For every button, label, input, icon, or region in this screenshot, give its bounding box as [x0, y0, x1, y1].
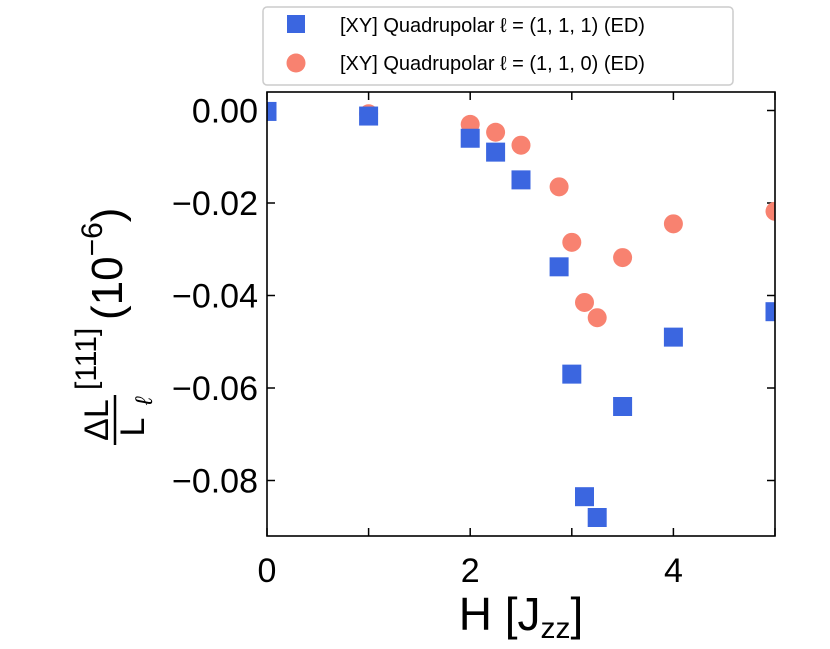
data-point-circle: [562, 232, 582, 252]
data-point-circle: [511, 135, 531, 155]
y-tick-label: −0.08: [172, 463, 258, 501]
y-label-scale: (10−6): [76, 208, 132, 320]
y-tick-label: −0.06: [172, 370, 258, 408]
plot-frame: [266, 91, 776, 537]
legend-frame: [262, 6, 734, 86]
data-point-square: [575, 487, 594, 507]
x-axis-label-close: ]: [571, 588, 584, 640]
data-point-square: [587, 508, 607, 527]
data-point-square: [549, 257, 569, 277]
y-axis-label: ΔL L ℓ [111] (10−6): [70, 208, 158, 445]
data-point-circle: [486, 122, 506, 142]
legend-marker-circle: [286, 53, 306, 73]
data-point-circle: [663, 214, 683, 234]
series-quadrupolar-110: [359, 104, 775, 328]
legend-label-110: [XY] Quadrupolar ℓ = (1, 1, 0) (ED): [340, 53, 645, 75]
y-label-superscript: [111]: [70, 328, 103, 390]
data-point-square: [663, 327, 683, 347]
y-label-denominator: L: [114, 418, 152, 437]
data-point-square: [359, 106, 379, 126]
data-point-circle: [549, 177, 569, 197]
x-axis-label: H [Jzz]: [459, 588, 584, 645]
y-tick-label: 0.00: [192, 93, 258, 131]
data-point-square: [486, 142, 506, 162]
x-axis-label-main: H [J: [459, 588, 541, 640]
markers-clipped: [267, 101, 775, 527]
series-quadrupolar-111: [267, 101, 775, 527]
x-tick-label: 0: [258, 552, 277, 590]
legend-marker-square: [287, 15, 305, 33]
y-label-subscript: ℓ: [131, 396, 158, 406]
data-point-square: [613, 397, 633, 416]
x-tick-label: 2: [461, 552, 480, 590]
x-axis: 0 2 4: [258, 92, 776, 590]
x-tick-label: 4: [664, 552, 683, 590]
y-axis: 0.00 −0.02 −0.04 −0.06 −0.08: [172, 93, 775, 501]
y-label-scale-close: ): [83, 208, 132, 223]
x-axis-label-sub: zz: [541, 612, 571, 645]
data-point-circle: [575, 292, 594, 312]
data-point-circle: [613, 248, 633, 268]
y-tick-label: −0.02: [172, 185, 258, 223]
legend: [XY] Quadrupolar ℓ = (1, 1, 1) (ED) [XY]…: [262, 6, 734, 86]
data-point-square: [765, 302, 775, 322]
y-tick-label: −0.04: [172, 278, 258, 316]
data-point-square: [511, 170, 531, 190]
data-point-square: [267, 101, 277, 121]
y-label-numerator: ΔL: [78, 399, 116, 441]
data-point-circle: [765, 201, 775, 221]
legend-label-111: [XY] Quadrupolar ℓ = (1, 1, 1) (ED): [340, 15, 645, 37]
y-label-scale-exp: −6: [76, 222, 109, 256]
data-point-circle: [587, 308, 607, 328]
data-point-square: [562, 364, 582, 384]
y-label-scale-base: (10: [83, 256, 132, 320]
data-markers: [267, 101, 775, 527]
data-point-square: [460, 128, 480, 148]
